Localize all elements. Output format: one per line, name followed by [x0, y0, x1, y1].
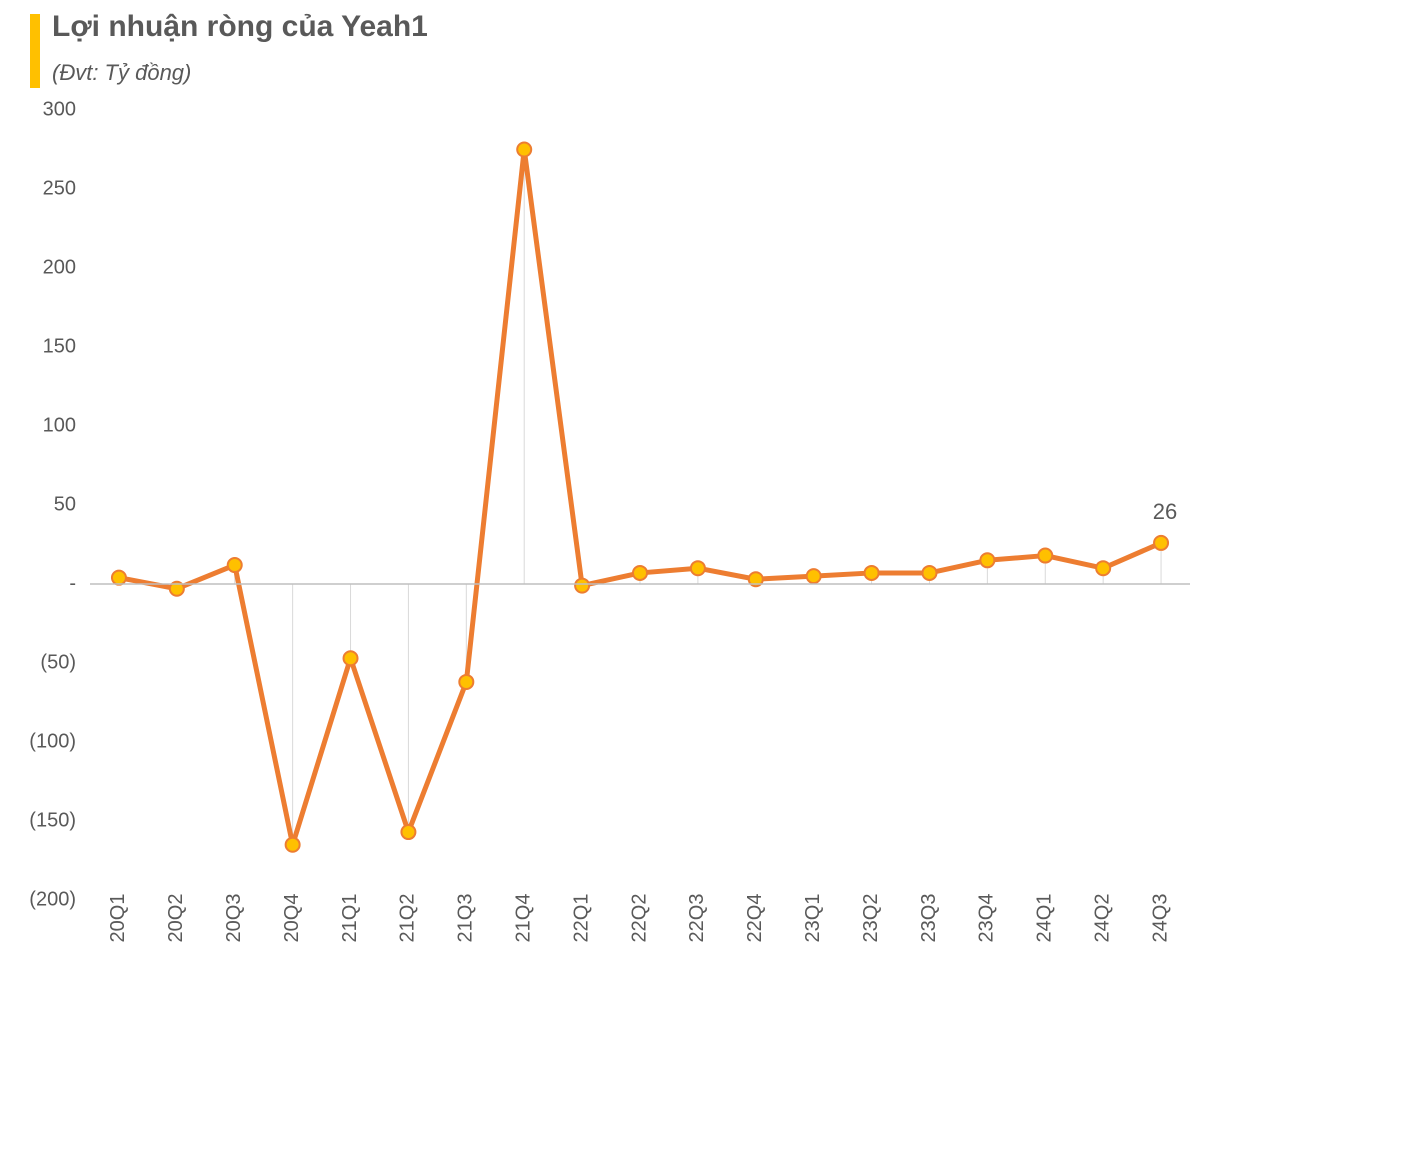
- x-tick-label: 23Q1: [802, 894, 824, 943]
- x-tick-label: 23Q2: [860, 894, 882, 943]
- data-marker: [517, 143, 531, 157]
- data-labels: 26: [1153, 499, 1177, 524]
- data-marker: [865, 566, 879, 580]
- x-tick-label: 21Q4: [512, 894, 534, 943]
- data-marker: [286, 838, 300, 852]
- x-tick-label: 23Q3: [918, 894, 940, 943]
- x-tick-label: 22Q2: [628, 894, 650, 943]
- data-marker: [112, 571, 126, 585]
- y-tick-label: 200: [43, 256, 76, 278]
- x-tick-label: 22Q4: [744, 894, 766, 943]
- y-tick-label: (200): [29, 888, 76, 910]
- chart-container: Lợi nhuận ròng của Yeah1 (Đvt: Tỷ đồng) …: [0, 0, 1403, 1150]
- x-tick-label: 20Q3: [223, 894, 245, 943]
- data-marker: [922, 566, 936, 580]
- x-tick-label: 20Q1: [107, 894, 129, 943]
- x-tick-label: 23Q4: [976, 894, 998, 943]
- x-tick-label: 24Q2: [1091, 894, 1113, 943]
- x-tick-label: 24Q3: [1149, 894, 1171, 943]
- data-line: [119, 150, 1161, 845]
- y-tick-label: -: [69, 572, 76, 594]
- data-value-label: 26: [1153, 499, 1177, 524]
- x-tick-label: 21Q1: [339, 894, 361, 943]
- data-marker: [633, 566, 647, 580]
- y-tick-label: 300: [43, 98, 76, 120]
- data-marker: [980, 553, 994, 567]
- x-tick-label: 21Q2: [397, 894, 419, 943]
- x-tick-label: 20Q4: [281, 894, 303, 943]
- data-marker: [575, 579, 589, 593]
- data-marker: [691, 561, 705, 575]
- y-tick-label: 250: [43, 177, 76, 199]
- data-marker: [228, 558, 242, 572]
- data-marker: [1096, 561, 1110, 575]
- y-tick-label: (50): [40, 651, 76, 673]
- data-marker: [459, 675, 473, 689]
- data-marker: [401, 825, 415, 839]
- drop-lines: [119, 150, 1161, 845]
- x-tick-label: 24Q1: [1034, 894, 1056, 943]
- y-tick-label: (150): [29, 809, 76, 831]
- x-axis-ticks: 20Q1 20Q2 20Q3 20Q4 21Q1 21Q2 21Q3 21Q4 22Q1 22Q2…: [107, 894, 1171, 943]
- chart-svg: (200) (150) (100) (50) - 50 100 150 200 250 300 20…: [0, 0, 1403, 1150]
- y-tick-label: 50: [54, 493, 76, 515]
- y-axis-ticks: (200) (150) (100) (50) - 50 100 150 200 250 300: [29, 98, 76, 910]
- data-marker: [807, 569, 821, 583]
- data-marker: [1154, 536, 1168, 550]
- x-tick-label: 20Q2: [165, 894, 187, 943]
- x-tick-label: 22Q3: [686, 894, 708, 943]
- series-line: [119, 150, 1161, 845]
- y-tick-label: 150: [43, 335, 76, 357]
- x-tick-label: 22Q1: [570, 894, 592, 943]
- data-marker: [1038, 549, 1052, 563]
- y-tick-label: 100: [43, 414, 76, 436]
- y-tick-label: (100): [29, 730, 76, 752]
- x-tick-label: 21Q3: [455, 894, 477, 943]
- data-marker: [344, 651, 358, 665]
